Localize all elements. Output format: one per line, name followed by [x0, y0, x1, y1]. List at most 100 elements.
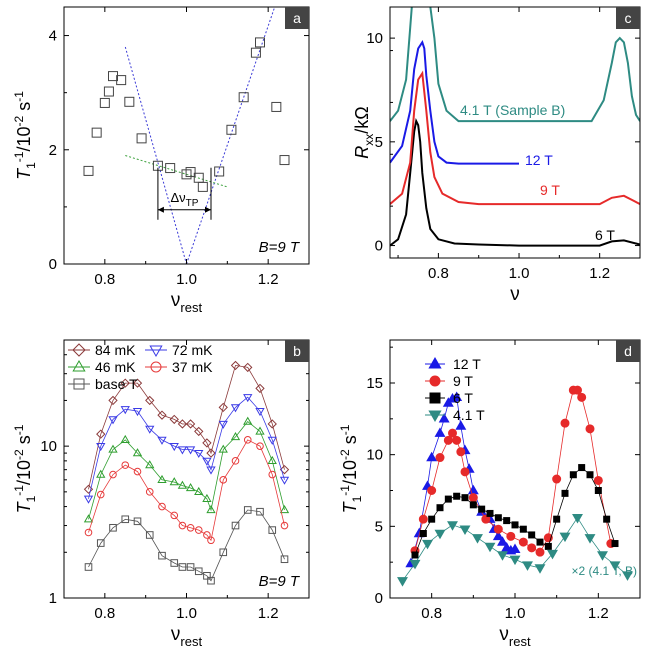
data-point [267, 436, 277, 445]
data-point [509, 555, 521, 566]
series-line-4-1-T-Sample-B- [390, 7, 640, 123]
y-axis-superscript: -1 [12, 424, 26, 435]
data-point [256, 507, 264, 516]
data-point [271, 101, 282, 112]
series-base-T [84, 506, 289, 585]
data-point [103, 86, 114, 97]
y-axis-label: T1-1/10-2 s-1 [338, 424, 364, 513]
data-point [478, 505, 486, 513]
data-point [448, 428, 457, 438]
bracket-arrow-right [205, 206, 211, 213]
field-label: B=9 T [259, 239, 301, 256]
series-line [88, 509, 285, 582]
data-point [609, 561, 621, 571]
series-line [88, 396, 285, 499]
data-point [279, 504, 290, 514]
field-label: B=9 T [259, 573, 301, 590]
data-point [509, 543, 521, 553]
data-point [280, 521, 289, 530]
data-point [586, 471, 594, 479]
y-axis-superscript: -1 [12, 485, 26, 496]
data-point [84, 563, 93, 571]
data-point [206, 448, 216, 458]
y-tick-label: 0 [49, 256, 57, 273]
legend: 12 T9 T6 T4.1 T [425, 356, 485, 423]
data-point [109, 470, 117, 479]
y-axis-label: T1-1/10-2 s-1 [12, 91, 38, 180]
data-point [185, 419, 196, 429]
data-point [422, 539, 433, 550]
data-point [255, 37, 265, 48]
y-axis-unit-b: s [340, 435, 360, 449]
y-axis-symbol-R: R [352, 146, 372, 159]
y-axis-subscript: xx [362, 134, 376, 146]
data-point [255, 408, 265, 417]
y-tick-label: 5 [375, 518, 383, 535]
data-point [255, 383, 265, 394]
y-tick-label: 10 [366, 30, 383, 47]
data-point [214, 166, 225, 177]
data-point [121, 461, 130, 469]
legend-label: 37 mK [172, 359, 213, 375]
series-46-mK [83, 416, 290, 523]
series-label: 9 T [540, 182, 560, 198]
data-point [511, 521, 519, 529]
legend: 84 mK 72 mK 46 mK 37 mK base T [68, 342, 213, 392]
data-point [622, 571, 633, 581]
data-point [268, 470, 277, 479]
data-point [255, 426, 265, 435]
panel-label: c [625, 10, 632, 26]
data-point [267, 419, 277, 429]
data-point [116, 75, 127, 86]
data-point [481, 514, 491, 524]
y-axis-superscript: -2 [338, 449, 352, 460]
data-point [506, 531, 516, 541]
y-axis-unit-b: s [14, 102, 34, 116]
x-axis-subscript: rest [509, 634, 531, 649]
series-line-6-T [390, 117, 640, 247]
x-tick-label: 1.0 [505, 605, 526, 622]
x-tick-label: 1.2 [258, 605, 279, 622]
data-point [268, 526, 277, 534]
data-point [544, 542, 552, 550]
data-point [136, 133, 147, 144]
data-point [578, 464, 586, 472]
data-point [230, 360, 241, 371]
data-point [109, 523, 117, 532]
data-point [451, 391, 463, 402]
data-point [560, 418, 570, 428]
data-point [527, 543, 537, 553]
data-point [108, 416, 118, 425]
data-point [178, 563, 187, 571]
data-point [279, 476, 290, 485]
legend-marker [72, 359, 86, 372]
data-point [535, 547, 545, 557]
series-line [88, 364, 285, 490]
legend-marker [429, 375, 441, 387]
y-axis-symbol-T: T [14, 167, 34, 180]
y-axis-superscript: -1 [12, 151, 26, 162]
y-tick-label: 10 [40, 438, 57, 455]
guide-line-left-slope [124, 46, 187, 264]
data-point [547, 549, 558, 560]
series-line [88, 421, 285, 520]
data-point [444, 495, 452, 503]
data-point [552, 474, 562, 484]
panel-label: b [293, 343, 301, 359]
series-6-T [411, 464, 619, 559]
legend-label: 4.1 T [453, 407, 485, 423]
y-axis-superscript: -2 [12, 115, 26, 126]
data-point [468, 493, 478, 503]
data-point [145, 425, 155, 434]
series-line [414, 467, 616, 556]
bracket-arrow-left [157, 206, 164, 213]
data-point [145, 395, 155, 406]
scale-annotation: ×2 (4.1 T, B) [572, 564, 637, 578]
data-point [99, 97, 110, 108]
y-axis-subscript: 1 [24, 162, 38, 169]
data-point [203, 572, 211, 580]
x-axis-symbol: ν [171, 290, 181, 311]
data-point [484, 542, 496, 553]
y-tick-label: 0 [375, 238, 383, 255]
y-axis-superscript: -1 [12, 91, 26, 102]
